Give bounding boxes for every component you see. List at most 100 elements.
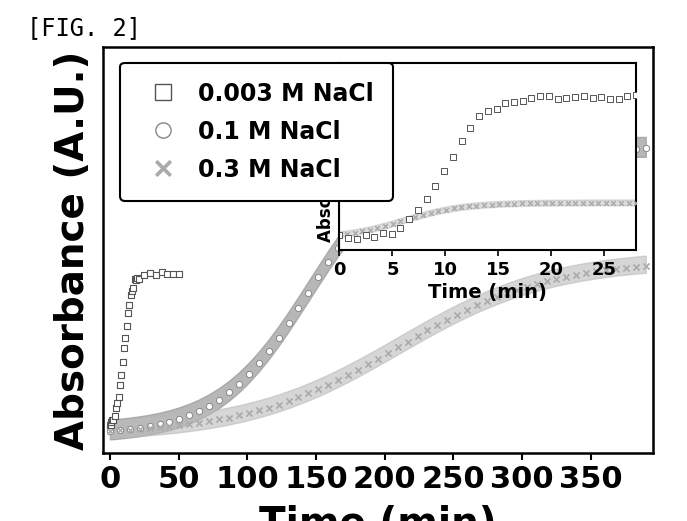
Point <box>121 322 132 330</box>
Point <box>581 145 592 153</box>
Point <box>139 271 150 279</box>
Point <box>134 424 145 432</box>
Point <box>164 423 175 431</box>
Point <box>283 397 294 405</box>
Point <box>108 416 119 424</box>
Point <box>273 401 284 409</box>
Point <box>382 188 393 196</box>
Point <box>144 422 155 430</box>
Point <box>631 263 642 271</box>
Point <box>254 359 264 367</box>
Point <box>154 420 165 428</box>
Point <box>111 404 122 412</box>
Point <box>128 284 139 292</box>
Point <box>174 421 185 429</box>
Point <box>134 425 145 433</box>
Point <box>412 332 423 340</box>
Point <box>263 347 274 355</box>
Point <box>122 309 133 317</box>
Point <box>119 343 130 352</box>
Point <box>432 161 443 169</box>
Point <box>145 269 156 277</box>
Point <box>591 145 602 153</box>
Point <box>124 426 135 434</box>
Point <box>432 321 443 329</box>
Point <box>243 370 254 378</box>
Point <box>194 418 205 427</box>
Point <box>502 148 513 156</box>
Point <box>442 316 453 324</box>
Point <box>343 230 354 239</box>
Point <box>640 262 651 270</box>
Point <box>115 381 126 389</box>
Point <box>243 409 254 417</box>
Y-axis label: Absorbance (A.U.): Absorbance (A.U.) <box>54 51 92 450</box>
Point <box>551 145 562 154</box>
Point <box>184 420 195 428</box>
Point <box>352 218 363 226</box>
Point <box>581 269 592 277</box>
Point <box>234 380 245 388</box>
Point <box>109 412 120 420</box>
Point <box>323 258 334 266</box>
Point <box>471 152 482 160</box>
Point <box>561 145 572 154</box>
Point <box>571 271 582 279</box>
Point <box>194 407 205 415</box>
Point <box>132 274 143 282</box>
Point <box>124 425 135 433</box>
Point <box>129 275 140 283</box>
Point <box>541 277 552 286</box>
Point <box>333 244 344 252</box>
Point <box>293 304 304 313</box>
Point <box>114 426 125 435</box>
Point <box>126 287 137 295</box>
Point <box>620 264 631 272</box>
Point <box>303 289 314 297</box>
Legend: 0.003 M NaCl, 0.1 M NaCl, 0.3 M NaCl: 0.003 M NaCl, 0.1 M NaCl, 0.3 M NaCl <box>120 63 393 201</box>
Point <box>422 327 433 335</box>
Point <box>156 268 167 277</box>
Point <box>254 406 264 415</box>
Point <box>531 146 542 155</box>
Point <box>105 421 116 429</box>
Point <box>412 169 423 177</box>
Point <box>521 283 532 291</box>
Point <box>263 404 274 412</box>
Point <box>214 395 225 404</box>
Point <box>174 415 185 423</box>
Point <box>114 426 125 435</box>
Point <box>452 155 463 164</box>
Point <box>600 266 611 275</box>
Point <box>600 145 611 153</box>
Point <box>117 358 128 366</box>
Point <box>482 150 493 158</box>
Point <box>561 272 572 281</box>
Point <box>203 417 214 426</box>
Point <box>116 371 127 379</box>
Point <box>161 270 172 278</box>
Point <box>184 411 195 419</box>
Point <box>131 276 142 284</box>
Point <box>511 147 522 156</box>
Point <box>214 415 225 424</box>
Point <box>591 267 602 276</box>
Point <box>133 275 144 283</box>
Point <box>234 411 245 419</box>
Point <box>104 427 115 435</box>
Point <box>452 311 463 319</box>
Point <box>491 293 502 301</box>
Point <box>164 418 175 426</box>
Point <box>112 399 123 407</box>
Point <box>511 286 522 294</box>
Point <box>442 158 453 166</box>
Point <box>402 338 413 346</box>
Point <box>640 144 651 153</box>
Point <box>372 355 383 363</box>
Point <box>313 385 324 393</box>
Point <box>223 388 234 396</box>
Point <box>402 174 413 182</box>
Point <box>531 280 542 288</box>
Point <box>482 297 493 305</box>
Point <box>223 414 234 422</box>
